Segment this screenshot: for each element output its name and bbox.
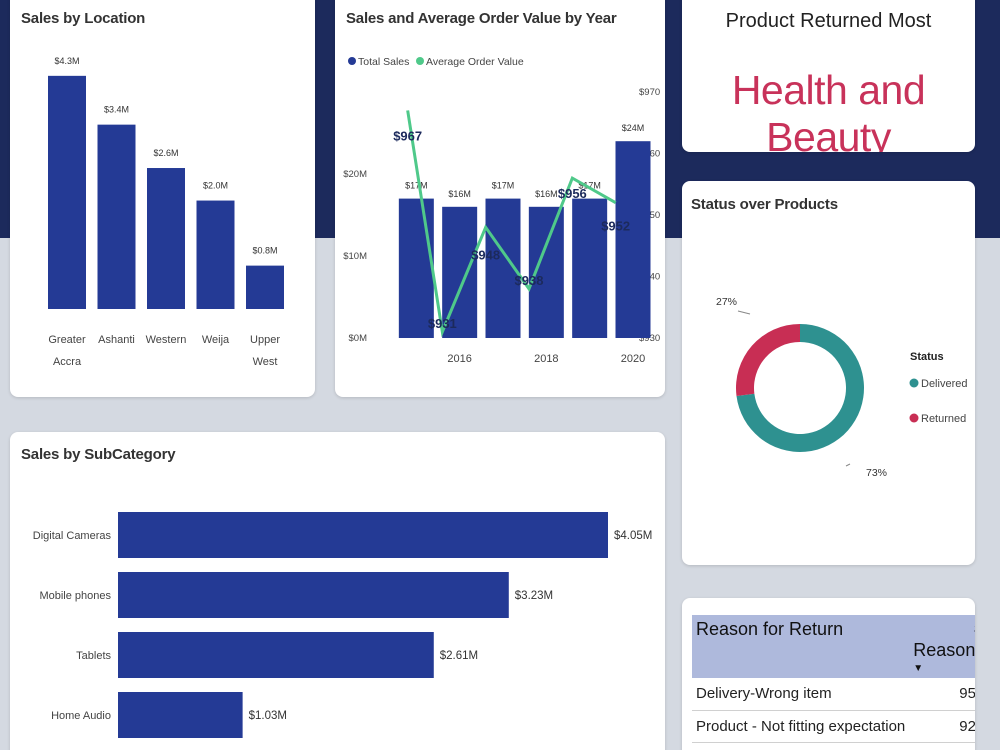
data-label: $16M — [535, 189, 558, 199]
y-left-tick-label: $10M — [343, 251, 367, 262]
legend-label: Delivered — [921, 378, 967, 390]
bar[interactable] — [118, 512, 608, 558]
table-row[interactable]: Delivery-Wrong item 959 — [692, 678, 975, 710]
table-row[interactable]: Product - Not fitting expectation 927 — [692, 710, 975, 742]
y-tick-label: Digital Cameras — [33, 530, 112, 542]
count-cell: 927 — [909, 742, 975, 750]
x-tick-label: Ashanti — [98, 334, 135, 346]
y-right-tick-label: $970 — [639, 87, 660, 98]
column-header-label: Reason for Return — [696, 619, 843, 639]
data-label: $4.3M — [54, 56, 79, 66]
legend-label: Total Sales — [358, 56, 409, 68]
sort-descending-icon[interactable]: ▼ — [913, 663, 975, 674]
x-tick-label: 2020 — [621, 353, 645, 365]
data-label: $2.61M — [440, 650, 478, 662]
data-label: $17M — [492, 181, 515, 191]
reason-cell: Delivery-Wrong item — [692, 678, 909, 710]
sales-by-subcategory-chart[interactable]: Digital Cameras $4.05M Mobile phones $3.23M… — [10, 432, 665, 750]
sales-aov-by-year-chart[interactable]: Total Sales Average Order Value $0M $10M $20… — [335, 0, 665, 397]
y-tick-label: Tablets — [76, 650, 111, 662]
bar[interactable] — [48, 76, 86, 309]
bar[interactable] — [197, 201, 235, 309]
sales-by-location-chart[interactable]: $4.3M Greater Accra $3.4M Ashanti $2.6M Wester… — [10, 0, 315, 397]
legend-label: Average Order Value — [426, 56, 524, 68]
sales-aov-by-year-card[interactable]: Sales and Average Order Value by Year To… — [335, 0, 665, 397]
bar[interactable] — [616, 141, 651, 338]
reason-cell: Quality-Defective item — [692, 742, 909, 750]
bar[interactable] — [118, 572, 509, 618]
count-cell: 927 — [909, 710, 975, 742]
product-returned-card[interactable]: Product Returned Most Health and Beauty — [682, 0, 975, 152]
kpi-title: Product Returned Most — [682, 10, 975, 33]
bar[interactable] — [118, 692, 243, 738]
sales-by-location-card[interactable]: Sales by Location $4.3M Greater Accra $3.4M… — [10, 0, 315, 397]
y-tick-label: Home Audio — [51, 710, 111, 722]
line-data-label: $967 — [393, 128, 422, 143]
data-label: $4.05M — [614, 530, 652, 542]
x-tick-label: Accra — [53, 356, 82, 368]
legend-marker[interactable] — [910, 414, 919, 423]
legend-marker-total-sales[interactable] — [348, 57, 356, 65]
y-left-tick-label: $20M — [343, 169, 367, 180]
column-header-label: # Reasons — [913, 619, 975, 660]
x-tick-label: Weija — [202, 334, 230, 346]
line-data-label: $952 — [601, 219, 630, 234]
slice-label: 73% — [866, 467, 887, 479]
y-tick-label: Mobile phones — [39, 590, 111, 602]
count-cell: 959 — [909, 678, 975, 710]
bar[interactable] — [246, 266, 284, 309]
kpi-value: Health and Beauty — [682, 67, 975, 152]
table-header-row: Reason for Return # Reasons ▼ — [692, 615, 975, 678]
data-label: $1.03M — [249, 710, 287, 722]
line-data-label: $938 — [515, 273, 544, 288]
data-label: $17M — [405, 181, 428, 191]
legend-title: Status — [910, 351, 944, 363]
leader-line — [846, 464, 850, 466]
slice-label: 27% — [716, 296, 737, 308]
column-header-count[interactable]: # Reasons ▼ — [909, 615, 975, 678]
bar[interactable] — [98, 125, 136, 309]
x-tick-label: Greater — [48, 334, 86, 346]
reason-cell: Product - Not fitting expectation — [692, 710, 909, 742]
table-row[interactable]: Quality-Defective item 927 — [692, 742, 975, 750]
status-donut-chart[interactable]: 73% 27% Status Delivered Returned — [682, 181, 975, 565]
sales-by-subcategory-card[interactable]: Sales by SubCategory Digital Cameras $4.0… — [10, 432, 665, 750]
y-left-tick-label: $0M — [349, 333, 368, 344]
leader-line — [738, 311, 750, 314]
x-tick-label: 2018 — [534, 353, 558, 365]
line-data-label: $948 — [471, 247, 500, 262]
status-over-products-card[interactable]: Status over Products 73% 27% Status Deliver… — [682, 181, 975, 565]
x-tick-label: 2016 — [447, 353, 471, 365]
bar[interactable] — [118, 632, 434, 678]
data-label: $24M — [622, 123, 645, 133]
donut-slice[interactable] — [736, 324, 800, 396]
data-label: $16M — [448, 189, 471, 199]
line-data-label: $931 — [428, 316, 457, 331]
reasons-table[interactable]: Reason for Return # Reasons ▼ Delivery-W… — [692, 615, 975, 750]
data-label: $3.23M — [515, 590, 553, 602]
line-data-label: $956 — [558, 186, 587, 201]
reasons-table-card[interactable]: Reason for Return # Reasons ▼ Delivery-W… — [682, 598, 975, 750]
bar[interactable] — [147, 168, 185, 309]
x-tick-label: Western — [146, 334, 187, 346]
data-label: $3.4M — [104, 105, 129, 115]
data-label: $2.6M — [153, 148, 178, 158]
x-tick-label: West — [253, 356, 278, 368]
legend-marker[interactable] — [910, 379, 919, 388]
x-tick-label: Upper — [250, 334, 280, 346]
legend-label: Returned — [921, 413, 966, 425]
legend-marker-aov[interactable] — [416, 57, 424, 65]
data-label: $2.0M — [203, 181, 228, 191]
column-header-reason[interactable]: Reason for Return — [692, 615, 909, 678]
data-label: $0.8M — [252, 246, 277, 256]
